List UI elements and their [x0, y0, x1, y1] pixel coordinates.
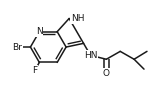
Text: NH: NH	[71, 14, 85, 23]
Text: F: F	[32, 66, 38, 75]
Text: HN: HN	[84, 51, 97, 60]
Text: O: O	[103, 69, 110, 78]
Text: Br: Br	[13, 43, 22, 52]
Text: N: N	[36, 27, 43, 36]
